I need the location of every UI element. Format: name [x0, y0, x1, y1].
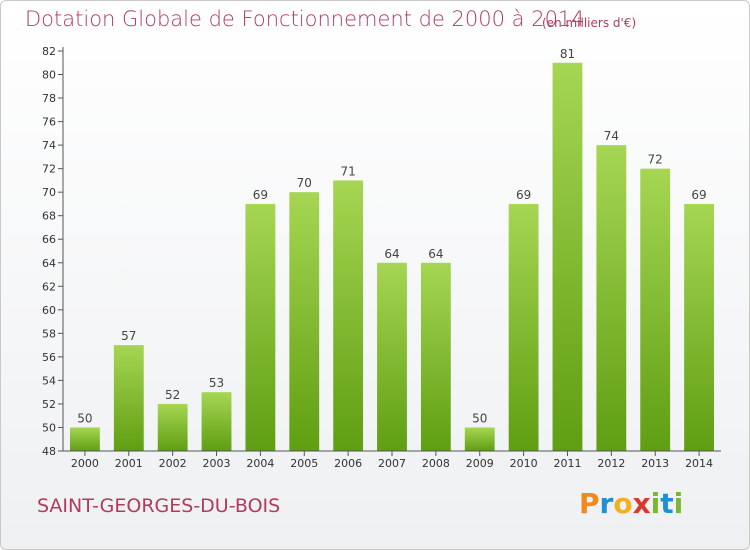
bar-2001	[113, 345, 144, 451]
x-tick-label: 2001	[115, 457, 143, 470]
x-tick-label: 2009	[466, 457, 494, 470]
y-tick-label: 66	[42, 233, 56, 246]
bar-2008	[420, 262, 451, 451]
y-tick-label: 72	[42, 163, 56, 176]
bar-value-label: 57	[121, 329, 136, 343]
x-tick-label: 2003	[203, 457, 231, 470]
bar-2005	[289, 192, 320, 452]
x-tick-label: 2013	[641, 457, 669, 470]
bar-value-label: 74	[604, 129, 619, 143]
x-tick-label: 2011	[553, 457, 581, 470]
x-tick-label: 2000	[71, 457, 99, 470]
y-tick-label: 54	[42, 374, 56, 387]
bar-value-label: 69	[516, 188, 531, 202]
proxiti-logo: Proxiti	[579, 487, 683, 520]
y-tick-label: 58	[42, 327, 56, 340]
bar-value-label: 50	[472, 411, 487, 425]
bar-value-label: 52	[165, 388, 180, 402]
y-tick-label: 50	[42, 421, 56, 434]
bar-value-label: 70	[297, 176, 312, 190]
bars: 50 57 52 53 69 70 71 64 64 50 69 81 74 72 69	[70, 47, 714, 452]
bar-2007	[377, 262, 407, 451]
bar-2000	[70, 427, 100, 451]
bar-2002	[157, 403, 188, 451]
chart-subtitle: (en milliers d'€)	[542, 16, 637, 30]
logo-letter: P	[579, 487, 600, 520]
logo-letter: o	[613, 487, 633, 520]
bar-value-label: 50	[77, 411, 92, 425]
y-tick-label: 62	[42, 280, 56, 293]
bar-2014	[684, 203, 714, 451]
bar-value-label: 64	[428, 247, 443, 261]
x-tick-label: 2008	[422, 457, 450, 470]
x-tick-label: 2010	[510, 457, 538, 470]
bar-value-label: 72	[648, 153, 663, 167]
y-tick-label: 68	[42, 210, 56, 223]
x-tick-label: 2006	[334, 457, 362, 470]
bar-2010	[508, 203, 539, 451]
bar-value-label: 71	[340, 164, 355, 178]
logo-letter: i	[650, 487, 661, 520]
logo-letter: x	[632, 487, 651, 520]
bar-2009	[464, 427, 495, 451]
x-tick-label: 2005	[290, 457, 318, 470]
y-tick-label: 82	[42, 45, 56, 58]
x-tick-label: 2007	[378, 457, 406, 470]
bar-value-label: 81	[560, 47, 575, 61]
bar-2003	[201, 392, 232, 451]
y-tick-label: 60	[42, 304, 56, 317]
logo-letter: i	[673, 487, 684, 520]
y-axis: 48 50 52 54 56 58 60 62 64 66 68 70 72 74 76 78 80 82	[42, 45, 64, 458]
bar-value-label: 69	[253, 188, 268, 202]
x-tick-label: 2012	[597, 457, 625, 470]
y-tick-label: 80	[42, 69, 56, 82]
logo-letter: r	[599, 487, 614, 520]
y-tick-label: 70	[42, 186, 56, 199]
x-axis: 2000 2001 2002 2003 2004 2005 2006 2007 2008 2009…	[63, 450, 721, 470]
y-tick-label: 56	[42, 351, 56, 364]
y-tick-label: 48	[42, 445, 56, 458]
logo-letter: t	[660, 487, 674, 520]
chart-title: Dotation Globale de Fonctionnement de 20…	[25, 7, 585, 31]
y-tick-label: 52	[42, 398, 56, 411]
x-tick-label: 2004	[246, 457, 274, 470]
bar-value-label: 69	[691, 188, 706, 202]
commune-name: SAINT-GEORGES-DU-BOIS	[37, 495, 281, 517]
bar-value-label: 64	[384, 247, 399, 261]
y-tick-label: 64	[42, 257, 56, 270]
x-tick-label: 2014	[685, 457, 713, 470]
bar-2012	[596, 145, 627, 451]
y-tick-label: 74	[42, 139, 56, 152]
bar-2011	[552, 62, 583, 451]
bar-2006	[333, 180, 364, 452]
bar-2013	[640, 168, 671, 451]
y-tick-label: 76	[42, 116, 56, 129]
bar-value-label: 53	[209, 376, 224, 390]
bar-2004	[245, 203, 276, 451]
x-tick-label: 2002	[159, 457, 187, 470]
y-tick-label: 78	[42, 92, 56, 105]
